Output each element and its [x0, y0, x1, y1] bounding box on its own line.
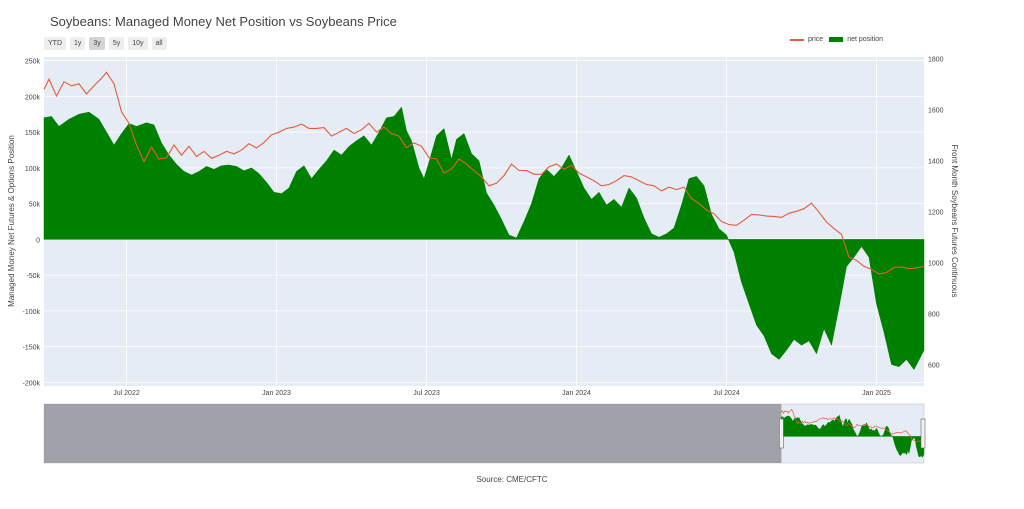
- y-axis-left-ticks: -200k -150k -100k -50k 0 50k 100k 150k 200k 250k: [22, 59, 40, 388]
- range-slider-mask: [44, 404, 782, 463]
- x-tick-label: Jan 2023: [262, 390, 291, 397]
- range-button-3y[interactable]: 3y: [89, 37, 105, 50]
- y-tick-label-left: 200k: [25, 94, 41, 101]
- y-tick-label-left: -200k: [22, 380, 40, 387]
- y-axis-right-ticks: 600 800 1000 1200 1400 1600 1800: [928, 56, 944, 369]
- range-slider-line: [781, 408, 925, 443]
- range-button-ytd[interactable]: YTD: [44, 37, 66, 50]
- y-axis-right-title: Front Month Soybeans Futures Continuous: [950, 145, 959, 298]
- source-note: Source: CME/CFTC: [476, 475, 548, 484]
- y-axis-left-title: Managed Money Net Futures & Options Posi…: [7, 135, 16, 307]
- range-slider-price: [781, 408, 925, 443]
- y-tick-label-left: 250k: [25, 59, 41, 66]
- legend-item-price[interactable]: price: [790, 36, 823, 43]
- legend-item-net-position[interactable]: net position: [829, 36, 883, 43]
- y-tick-label-right: 600: [928, 362, 940, 369]
- y-tick-label-left: -50k: [26, 273, 40, 280]
- range-button-1y[interactable]: 1y: [70, 37, 86, 50]
- range-slider-handle-left[interactable]: [779, 418, 784, 449]
- y-tick-label-right: 1600: [928, 107, 944, 114]
- net-position-series: [43, 106, 925, 371]
- range-slider[interactable]: [43, 403, 926, 464]
- x-tick-label: Jul 2022: [113, 390, 140, 397]
- chart-title: Soybeans: Managed Money Net Position vs …: [50, 14, 397, 29]
- x-tick-label: Jul 2023: [413, 390, 440, 397]
- x-axis-ticks: Jul 2022 Jan 2023 Jul 2023 Jan 2024 Jul 2024…: [113, 390, 891, 397]
- range-button-5y[interactable]: 5y: [108, 37, 125, 50]
- range-slider-net-position: [781, 414, 925, 458]
- y-tick-label-right: 1400: [928, 158, 944, 165]
- y-tick-label-left: -100k: [22, 309, 40, 316]
- price-line: [43, 71, 925, 275]
- y-tick-label-left: 50k: [29, 202, 41, 209]
- price-line-swatch: [790, 38, 804, 41]
- y-tick-label-left: 100k: [25, 166, 41, 173]
- y-tick-label-right: 1200: [928, 209, 944, 216]
- y-tick-label-right: 800: [928, 311, 940, 318]
- x-tick-label: Jul 2024: [713, 390, 740, 397]
- y-tick-label-right: 1800: [928, 56, 944, 63]
- net-position-swatch: [829, 37, 844, 42]
- legend: price net position: [790, 36, 883, 43]
- range-button-all[interactable]: all: [151, 37, 167, 50]
- range-slider-handle-right[interactable]: [920, 418, 926, 449]
- chart-svg: -200k-150k-100k-50k050k100k150k200k250k …: [7, 56, 959, 464]
- range-selector: YTD 1y 3y 5y 10y all: [44, 37, 167, 50]
- range-button-10y[interactable]: 10y: [128, 37, 148, 50]
- x-tick-label: Jan 2025: [862, 390, 891, 397]
- price-series: [43, 71, 925, 275]
- y-tick-label-left: 150k: [25, 130, 41, 137]
- y-tick-label-left: 0: [36, 237, 40, 244]
- x-tick-label: Jan 2024: [562, 390, 591, 397]
- y-tick-label-right: 1000: [928, 260, 944, 267]
- y-tick-label-left: -150k: [22, 345, 40, 352]
- range-slider-area: [781, 414, 925, 458]
- legend-label-net-position: net position: [847, 36, 883, 43]
- net-position-area: [43, 106, 925, 371]
- legend-label-price: price: [808, 36, 824, 43]
